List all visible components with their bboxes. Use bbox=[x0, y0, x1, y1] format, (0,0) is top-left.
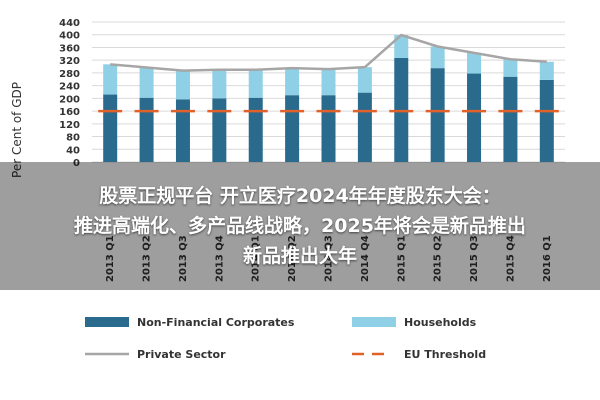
headline-line: 股票正规平台 开立医疗2024年年度股东大会： bbox=[99, 185, 501, 207]
y-tick-label: 320 bbox=[59, 56, 80, 67]
bar-segment bbox=[321, 69, 336, 96]
y-axis-label: Per Cent of GDP bbox=[10, 82, 24, 178]
legend-label: Private Sector bbox=[137, 348, 226, 361]
bar-segment bbox=[175, 70, 190, 100]
y-tick-label: 120 bbox=[59, 120, 80, 131]
x-tick-label: 2013 Q1 bbox=[105, 235, 116, 282]
legend-swatch bbox=[85, 317, 129, 327]
y-tick-label: 440 bbox=[59, 18, 80, 29]
x-tick-label: 2015 Q1 bbox=[396, 235, 407, 282]
bar-segment bbox=[103, 64, 118, 95]
bar-segment bbox=[357, 92, 372, 162]
bar-segment bbox=[467, 73, 482, 162]
y-tick-label: 400 bbox=[59, 31, 80, 42]
x-tick-label: 2014 Q1 bbox=[251, 235, 262, 282]
bar-segment bbox=[248, 97, 263, 162]
bar-segment bbox=[212, 98, 227, 162]
headline-line: 推进高端化、多产品线战略，2025年将会是新品推出 bbox=[74, 215, 526, 237]
bar-segment bbox=[285, 68, 300, 96]
x-tick-label: 2013 Q3 bbox=[178, 235, 189, 282]
y-tick-label: 80 bbox=[66, 133, 80, 144]
y-tick-label: 240 bbox=[59, 82, 80, 93]
x-tick-label: 2016 Q1 bbox=[542, 235, 553, 282]
legend-label: Non-Financial Corporates bbox=[137, 316, 295, 329]
bar-segment bbox=[321, 95, 336, 162]
bar-segment bbox=[248, 69, 263, 98]
x-tick-label: 2014 Q3 bbox=[324, 235, 335, 282]
y-tick-label: 200 bbox=[59, 94, 80, 105]
y-tick-label: 0 bbox=[73, 158, 80, 169]
bar-segment bbox=[539, 79, 554, 162]
y-tick-label: 280 bbox=[59, 69, 80, 80]
bar-segment bbox=[139, 67, 154, 98]
x-tick-label: 2015 Q4 bbox=[505, 235, 516, 282]
bar-segment bbox=[539, 61, 554, 80]
legend-label: EU Threshold bbox=[404, 348, 486, 361]
y-tick-label: 360 bbox=[59, 43, 80, 54]
news-headline-overlay[interactable]: 股票正规平台 开立医疗2024年年度股东大会： 推进高端化、多产品线战略，202… bbox=[0, 162, 600, 290]
bar-segment bbox=[394, 35, 409, 58]
x-tick-label: 2014 Q2 bbox=[287, 235, 298, 282]
private-sector-line bbox=[110, 33, 547, 72]
headline-line: 新品推出大年 bbox=[242, 245, 357, 267]
bar-segment bbox=[503, 59, 518, 77]
bar-segment bbox=[139, 97, 154, 162]
legend-swatch bbox=[352, 317, 396, 327]
bar-segment bbox=[175, 99, 190, 162]
bar-segment bbox=[430, 68, 445, 162]
x-tick-label: 2013 Q4 bbox=[214, 235, 225, 282]
bar-segment bbox=[212, 69, 227, 99]
bar-segment bbox=[503, 76, 518, 162]
x-tick-label: 2015 Q2 bbox=[433, 235, 444, 282]
legend-label: Households bbox=[404, 316, 477, 329]
x-tick-label: 2014 Q4 bbox=[360, 235, 371, 282]
bar-segment bbox=[103, 94, 118, 162]
y-tick-label: 160 bbox=[59, 107, 80, 118]
bar-segment bbox=[430, 46, 445, 69]
y-tick-label: 40 bbox=[66, 145, 80, 156]
x-tick-label: 2013 Q2 bbox=[142, 235, 153, 282]
x-tick-label: 2015 Q3 bbox=[469, 235, 480, 282]
bar-segment bbox=[285, 95, 300, 162]
bar-segment bbox=[467, 52, 482, 74]
bar-segment bbox=[357, 67, 372, 93]
